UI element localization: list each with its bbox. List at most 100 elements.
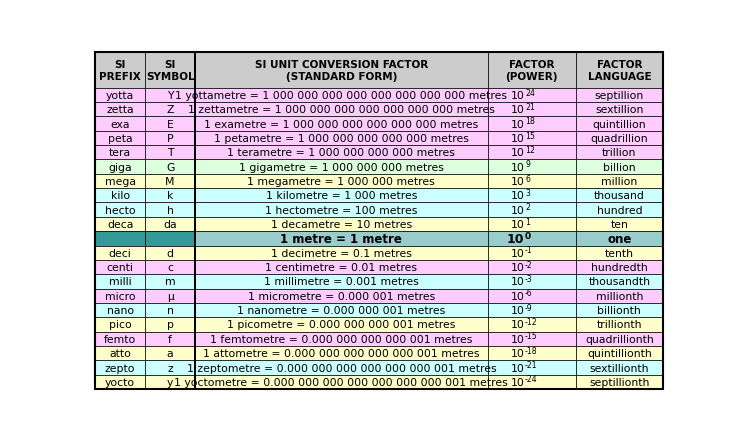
Text: 1 zeptometre = 0.000 000 000 000 000 000 001 metres: 1 zeptometre = 0.000 000 000 000 000 000…: [187, 363, 496, 373]
Text: hundredth: hundredth: [591, 262, 648, 272]
Bar: [195, 189, 488, 203]
Bar: [488, 189, 576, 203]
Text: 10: 10: [511, 205, 525, 215]
Bar: [195, 246, 488, 260]
Text: tera: tera: [109, 148, 131, 158]
Bar: [488, 174, 576, 189]
Bar: [488, 346, 576, 360]
Text: sextillion: sextillion: [595, 105, 644, 115]
Bar: [95, 275, 145, 289]
Text: E: E: [167, 119, 173, 129]
Text: 1 metre = 1 metre: 1 metre = 1 metre: [280, 232, 402, 245]
Text: 10: 10: [511, 191, 525, 201]
Bar: [488, 232, 576, 246]
Bar: [95, 174, 145, 189]
Bar: [195, 232, 488, 246]
Bar: [195, 289, 488, 303]
Bar: [95, 360, 145, 375]
Bar: [145, 189, 195, 203]
Bar: [95, 246, 145, 260]
Bar: [145, 146, 195, 160]
Text: 0: 0: [525, 231, 531, 240]
Text: thousand: thousand: [594, 191, 645, 201]
Text: Y: Y: [167, 91, 173, 101]
Text: 18: 18: [525, 117, 535, 126]
Text: 21: 21: [525, 102, 535, 112]
Text: 1 millimetre = 0.001 metres: 1 millimetre = 0.001 metres: [264, 277, 418, 287]
Text: tenth: tenth: [605, 248, 634, 258]
Bar: [194, 53, 196, 389]
Text: μ: μ: [167, 291, 173, 301]
Text: h: h: [167, 205, 173, 215]
Bar: [488, 146, 576, 160]
Text: 10: 10: [507, 232, 525, 245]
Bar: [195, 375, 488, 389]
Text: one: one: [607, 232, 632, 245]
Text: zetta: zetta: [106, 105, 134, 115]
Text: billion: billion: [603, 162, 635, 172]
Bar: [95, 318, 145, 332]
Text: 10: 10: [511, 377, 525, 387]
Bar: [576, 346, 663, 360]
Text: 15: 15: [525, 131, 535, 140]
Text: kilo: kilo: [111, 191, 130, 201]
Text: millionth: millionth: [596, 291, 643, 301]
Text: 10: 10: [511, 162, 525, 172]
Text: 10: 10: [511, 219, 525, 230]
Text: 10: 10: [511, 348, 525, 358]
Bar: [576, 160, 663, 174]
Text: 1 yoctometre = 0.000 000 000 000 000 000 000 001 metres: 1 yoctometre = 0.000 000 000 000 000 000…: [174, 377, 508, 387]
Bar: [576, 88, 663, 103]
Text: 10: 10: [511, 105, 525, 115]
Bar: [145, 174, 195, 189]
Bar: [576, 174, 663, 189]
Text: FACTOR
LANGUAGE: FACTOR LANGUAGE: [587, 60, 651, 81]
Bar: [145, 346, 195, 360]
Bar: [576, 189, 663, 203]
Text: 1 megametre = 1 000 000 metres: 1 megametre = 1 000 000 metres: [247, 177, 435, 187]
Bar: [145, 275, 195, 289]
Bar: [145, 260, 195, 275]
Bar: [488, 275, 576, 289]
Text: hundred: hundred: [596, 205, 642, 215]
Bar: [195, 160, 488, 174]
Text: yocto: yocto: [105, 377, 135, 387]
Text: SI
SYMBOL: SI SYMBOL: [146, 60, 194, 81]
Text: SI
PREFIX: SI PREFIX: [99, 60, 141, 81]
Bar: [145, 332, 195, 346]
Text: thousandth: thousandth: [588, 277, 650, 287]
Bar: [95, 289, 145, 303]
Text: zepto: zepto: [105, 363, 135, 373]
Text: c: c: [167, 262, 173, 272]
Bar: [195, 217, 488, 232]
Text: quintillion: quintillion: [593, 119, 646, 129]
Bar: [488, 88, 576, 103]
Text: 1 terametre = 1 000 000 000 000 metres: 1 terametre = 1 000 000 000 000 metres: [227, 148, 455, 158]
Text: hecto: hecto: [105, 205, 135, 215]
Text: da: da: [163, 219, 177, 230]
Bar: [145, 318, 195, 332]
Text: 6: 6: [525, 174, 530, 183]
Text: y: y: [167, 377, 173, 387]
Bar: [488, 303, 576, 318]
Text: 10: 10: [511, 334, 525, 344]
Bar: [195, 117, 488, 131]
Text: 1 petametre = 1 000 000 000 000 000 metres: 1 petametre = 1 000 000 000 000 000 metr…: [214, 134, 469, 144]
Bar: [95, 146, 145, 160]
Bar: [576, 217, 663, 232]
Bar: [488, 260, 576, 275]
Text: 1 hectometre = 100 metres: 1 hectometre = 100 metres: [265, 205, 418, 215]
Bar: [145, 217, 195, 232]
Bar: [195, 332, 488, 346]
Text: -9: -9: [525, 303, 533, 312]
Bar: [195, 346, 488, 360]
Text: -2: -2: [525, 260, 533, 269]
Text: 1 centimetre = 0.01 metres: 1 centimetre = 0.01 metres: [266, 262, 417, 272]
Bar: [488, 375, 576, 389]
Bar: [195, 275, 488, 289]
Bar: [488, 332, 576, 346]
Text: quintillionth: quintillionth: [587, 348, 652, 358]
Bar: [145, 375, 195, 389]
Text: 10: 10: [511, 320, 525, 330]
Text: 1 zettametre = 1 000 000 000 000 000 000 000 metres: 1 zettametre = 1 000 000 000 000 000 000…: [188, 105, 494, 115]
